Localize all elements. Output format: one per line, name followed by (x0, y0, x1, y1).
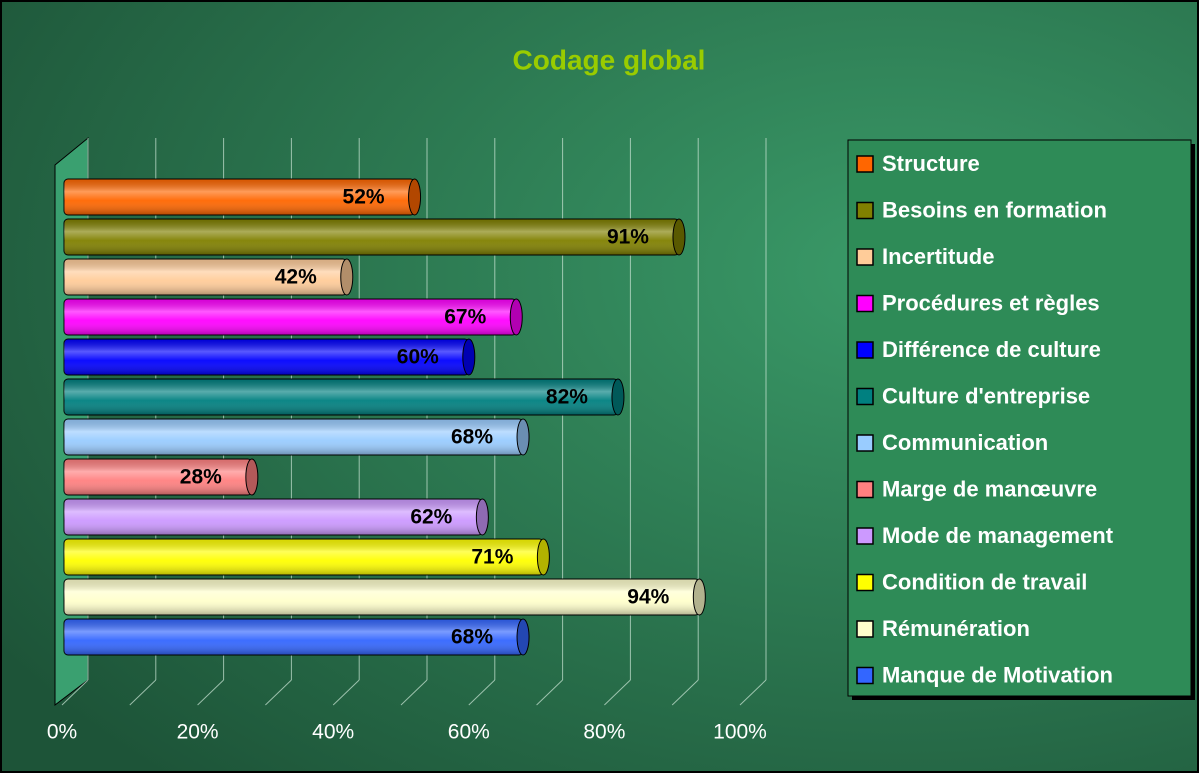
bar-cap-shade (462, 339, 475, 375)
bar-cap (536, 538, 550, 576)
value-label: 91% (607, 226, 649, 249)
value-label: 68% (451, 426, 493, 449)
bar-shine (64, 539, 544, 575)
legend-swatch (856, 434, 874, 452)
bar-shine (64, 459, 252, 495)
bar-cap (475, 498, 489, 536)
legend-label: Différence de culture (882, 337, 1101, 362)
legend-label: Mode de management (882, 523, 1114, 548)
bar-cap-shade (245, 459, 258, 495)
value-label: 71% (471, 546, 513, 569)
legend-label: Marge de manœuvre (882, 476, 1097, 501)
x-tick-label: 80% (583, 721, 625, 744)
bar-shine (64, 219, 679, 255)
value-label: 52% (343, 186, 385, 209)
bar-cap (516, 618, 530, 656)
legend-label: Rémunération (882, 616, 1030, 641)
legend-label: Condition de travail (882, 569, 1087, 594)
legend-swatch (856, 387, 874, 406)
bar-cap (462, 338, 476, 376)
legend (847, 139, 1192, 697)
legend-label: Manque de Motivation (882, 662, 1113, 687)
legend-label: Besoins en formation (882, 197, 1107, 222)
bar-shine (64, 619, 524, 655)
legend-label: Procédures et règles (882, 290, 1100, 315)
x-tick-label: 100% (713, 721, 767, 744)
floor-line (332, 679, 360, 706)
bar-cap-shade (476, 499, 489, 535)
bar-cap-shade (408, 179, 421, 215)
value-label: 82% (546, 386, 588, 409)
legend-label: Structure (882, 151, 980, 176)
bar-cap-shade (672, 219, 685, 255)
value-label: 62% (410, 506, 452, 529)
chart-title: Codage global (513, 44, 706, 75)
bar-cap (692, 578, 706, 616)
floor-line (468, 679, 496, 706)
value-label: 60% (397, 346, 439, 369)
bar-cap-shade (517, 619, 530, 655)
value-label: 28% (180, 466, 222, 489)
x-tick-label: 20% (177, 721, 219, 744)
bar-shine (64, 259, 347, 295)
minor-floor-line (265, 679, 292, 706)
bar-cap-shade (517, 419, 530, 455)
value-label: 67% (444, 306, 486, 329)
legend-swatch (856, 248, 874, 266)
bar-cap (611, 378, 625, 416)
bar-shine (64, 499, 483, 535)
bar-cap-shade (693, 579, 706, 615)
legend-swatch (856, 573, 874, 592)
x-tick-label: 40% (312, 721, 354, 744)
minor-floor-line (671, 679, 699, 706)
bar-cap-shade (510, 299, 523, 335)
bar-cap (509, 298, 523, 336)
x-tick-label: 0% (47, 721, 77, 744)
x-tick-label: 60% (448, 721, 490, 744)
bar-cap (245, 458, 259, 496)
legend-label: Incertitude (882, 244, 994, 269)
bar-shine (64, 579, 700, 615)
floor-line (739, 679, 767, 706)
floor-line (604, 679, 631, 706)
legend-label: Communication (882, 430, 1048, 455)
floor-line (61, 679, 89, 706)
bar-shine (64, 419, 524, 455)
legend-swatch (856, 201, 874, 220)
value-label: 42% (275, 266, 317, 289)
bar-cap-shade (537, 539, 550, 575)
bar-cap-shade (611, 379, 624, 415)
legend-swatch (856, 527, 874, 545)
bar-cap (516, 418, 530, 456)
bar-shine (64, 179, 415, 215)
legend-label: Culture d'entreprise (882, 383, 1090, 408)
legend-swatch (856, 480, 874, 499)
value-label: 94% (627, 586, 669, 609)
legend-swatch (856, 294, 874, 313)
bar-shine (64, 339, 469, 375)
bar-cap-shade (340, 259, 353, 295)
bar-cap (340, 258, 354, 296)
minor-floor-line (536, 679, 563, 706)
minor-floor-line (129, 679, 157, 706)
bar-cap (408, 178, 422, 216)
bar-cap (672, 218, 686, 256)
bar-shine (64, 379, 618, 415)
legend-swatch (856, 666, 874, 685)
floor-line (197, 679, 224, 706)
legend-swatch (856, 620, 874, 638)
bar-shine (64, 299, 517, 335)
value-label: 68% (451, 626, 493, 649)
legend-swatch (856, 155, 874, 173)
legend-swatch (856, 341, 874, 359)
minor-floor-line (400, 679, 428, 706)
